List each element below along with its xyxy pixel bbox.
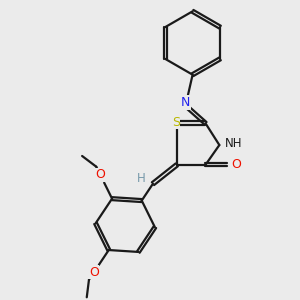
Text: H: H — [137, 172, 146, 185]
Text: O: O — [89, 266, 99, 279]
Text: S: S — [172, 116, 180, 129]
Text: N: N — [181, 96, 190, 109]
Text: NH: NH — [224, 136, 242, 150]
Text: O: O — [231, 158, 241, 171]
Text: O: O — [95, 168, 105, 181]
